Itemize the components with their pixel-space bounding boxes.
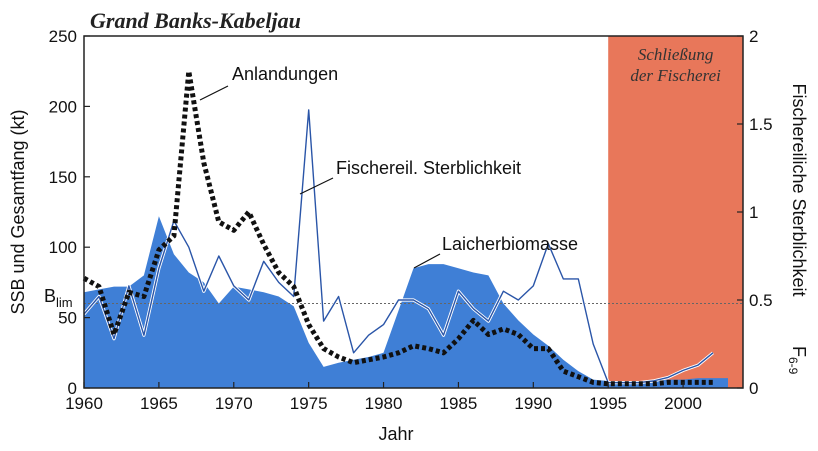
y-left-tick-label: 0 [68, 379, 77, 398]
x-tick-label: 1975 [290, 394, 328, 413]
y-axis-right-sub-main: F [789, 346, 809, 357]
series-landings-line [82, 68, 713, 387]
plot-area [82, 36, 743, 388]
reference-label-main: B [44, 286, 56, 306]
x-tick-label: 1960 [65, 394, 103, 413]
series-ssb-area [84, 216, 728, 388]
y-left-tick-label: 50 [58, 309, 77, 328]
y-left-tick-label: 100 [49, 238, 77, 257]
leader-mortality [299, 177, 334, 195]
y-axis-right-sub-label: F6-9 [786, 346, 809, 375]
y-right-tick-label: 1 [749, 203, 758, 222]
annotation-landings: Anlandungen [232, 64, 338, 84]
x-tick-label: 1990 [514, 394, 552, 413]
annotation-mortality: Fischereil. Sterblichkeit [336, 158, 521, 178]
y-axis-right-subscript: 6-9 [786, 357, 800, 375]
y-left-tick-label: 150 [49, 168, 77, 187]
reference-label-sub: lim [56, 295, 73, 310]
y-left-tick-label: 200 [49, 97, 77, 116]
leader-landings [199, 85, 229, 101]
x-tick-label: 1980 [365, 394, 403, 413]
leader-ssb [413, 253, 441, 269]
x-tick-label: 1995 [589, 394, 627, 413]
y-axis-left-label: SSB und Gesamtfang (kt) [8, 109, 28, 314]
closure-label-line2: der Fischerei [630, 66, 721, 85]
closure-region [608, 36, 743, 388]
y-right-tick-label: 1.5 [749, 115, 773, 134]
y-right-tick-label: 0.5 [749, 291, 773, 310]
reference-label: Blim [44, 286, 73, 310]
y-left-tick-label: 250 [49, 27, 77, 46]
x-tick-label: 1965 [140, 394, 178, 413]
chart-title: Grand Banks-Kabeljau [90, 8, 301, 33]
x-axis-label: Jahr [378, 424, 413, 444]
y-axis-right-label: Fischereiliche Sterblichkeit [789, 83, 809, 296]
x-tick-label: 1985 [440, 394, 478, 413]
x-tick-label: 1970 [215, 394, 253, 413]
y-right-tick-label: 0 [749, 379, 758, 398]
closure-label-line1: Schließung [638, 45, 714, 64]
x-tick-label: 2000 [664, 394, 702, 413]
annotation-ssb: Laicherbiomasse [442, 234, 578, 254]
y-right-tick-label: 2 [749, 27, 758, 46]
